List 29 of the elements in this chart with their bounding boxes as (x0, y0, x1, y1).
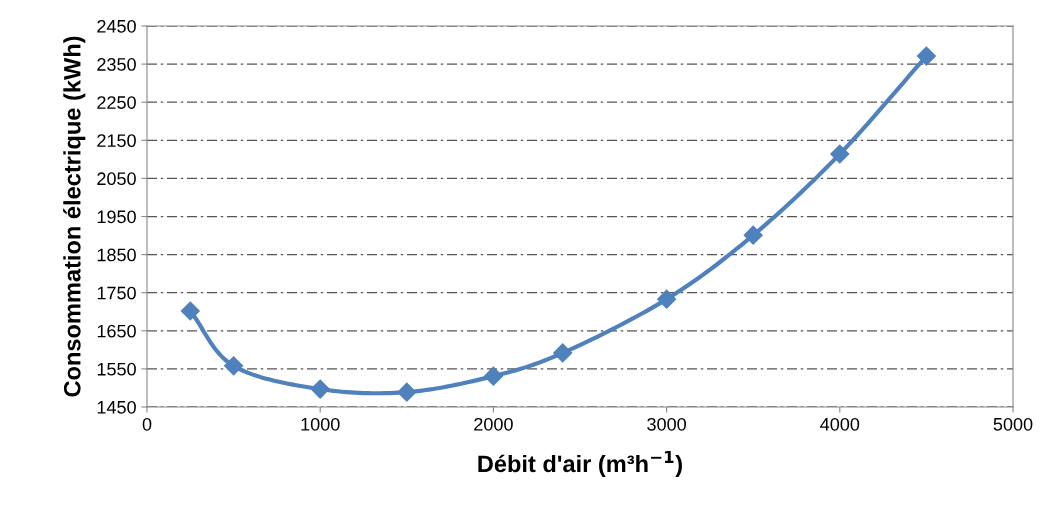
y-tick-label: 2250 (97, 96, 136, 109)
point (553, 343, 573, 363)
y-tick-label: 1950 (97, 210, 136, 224)
x-tick-label: 4000 (820, 417, 860, 431)
y-tick-label: 2450 (97, 19, 136, 33)
y-tick-label: 2350 (97, 58, 136, 71)
point (743, 225, 763, 245)
y-tick-label: 1850 (97, 248, 136, 262)
point (830, 144, 850, 164)
x-tick-label: 3000 (647, 417, 686, 431)
y-tick-label: 2050 (97, 172, 136, 186)
point (483, 366, 503, 386)
point (224, 356, 244, 376)
point (180, 301, 200, 321)
x-tick-label: 2000 (474, 417, 513, 431)
x-axis-title: Débit d'air (m³h$^{−1}$) (478, 450, 682, 477)
y-tick-label: 2150 (97, 134, 136, 148)
y-axis-title: Consommation électrique (kWh) (63, 36, 86, 397)
x-tick-label: 5000 (993, 417, 1033, 431)
x-tick-label: 0 (142, 417, 152, 431)
point (657, 289, 677, 309)
y-tick-label: 1450 (97, 400, 136, 414)
point (310, 379, 330, 399)
y-tick-label: 1750 (97, 286, 136, 300)
x-tick-label: 1000 (301, 417, 340, 431)
y-tick-label: 1650 (97, 324, 136, 338)
y-tick-label: 1550 (97, 362, 136, 376)
point (916, 46, 936, 66)
point (397, 382, 417, 402)
